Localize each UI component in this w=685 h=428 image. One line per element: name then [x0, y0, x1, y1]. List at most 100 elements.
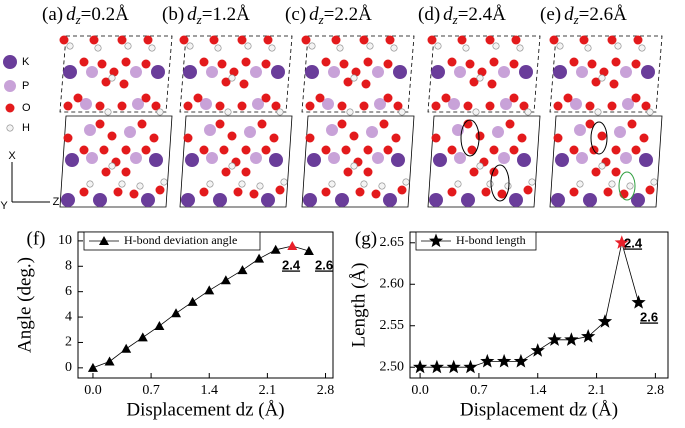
atom	[269, 133, 279, 143]
atom	[594, 108, 602, 116]
atom	[335, 193, 349, 207]
atom	[631, 59, 641, 69]
atom	[498, 152, 510, 164]
atom	[244, 42, 252, 50]
data-marker	[287, 240, 298, 250]
atom	[328, 66, 340, 78]
atom	[350, 74, 358, 82]
atom	[199, 57, 209, 67]
panel-letter: (e)	[540, 4, 561, 25]
atom	[343, 167, 353, 177]
atom	[6, 124, 14, 132]
atom	[307, 153, 321, 167]
atom	[215, 119, 225, 129]
x-tick-label: 2.1	[588, 383, 606, 398]
x-tick-label: 1.4	[529, 383, 547, 398]
atom	[492, 42, 500, 50]
atom	[193, 93, 203, 103]
atom	[627, 119, 637, 129]
atom	[614, 126, 626, 138]
x-tick-label: 0.7	[142, 383, 160, 398]
panel-label: (f)	[27, 228, 46, 249]
atom	[447, 145, 457, 155]
atom	[268, 44, 276, 52]
atom	[95, 101, 105, 111]
unit-cell	[59, 115, 173, 208]
atom	[241, 167, 251, 177]
atom	[321, 57, 331, 67]
atom	[321, 187, 331, 197]
atom	[263, 35, 273, 45]
atom	[66, 42, 74, 50]
atom	[337, 101, 347, 111]
atom	[363, 145, 373, 155]
y-tick-label: 0	[65, 360, 72, 375]
atom	[476, 162, 484, 170]
atom	[378, 182, 386, 190]
x-axis-title: Displacement dz (Å)	[126, 399, 284, 420]
dz-value: =2.2Å	[324, 4, 372, 25]
atom	[86, 180, 94, 188]
highlight-ring	[590, 121, 608, 155]
atom	[350, 162, 358, 170]
atom	[641, 101, 651, 111]
data-marker	[220, 275, 231, 285]
atom	[374, 98, 386, 110]
atom	[434, 42, 442, 50]
panel-title: (a) dz=0.2Å	[42, 4, 129, 27]
atom	[86, 152, 98, 164]
atom	[108, 74, 116, 82]
atom-legend-label: P	[22, 80, 29, 92]
atom	[301, 35, 311, 45]
atom	[109, 67, 119, 77]
atom	[465, 59, 475, 69]
atom	[204, 124, 216, 136]
unit-cell	[59, 35, 173, 113]
atom	[626, 182, 634, 190]
atom	[454, 180, 462, 188]
atom	[599, 67, 609, 77]
atom	[462, 44, 470, 52]
atom	[219, 145, 229, 155]
atom	[569, 145, 579, 155]
unit-cell	[179, 115, 293, 208]
atom	[366, 42, 374, 50]
data-marker	[597, 314, 613, 328]
atom	[591, 77, 601, 87]
atom	[650, 178, 658, 186]
highlight-ring	[460, 119, 480, 157]
atom	[509, 93, 519, 103]
atom	[257, 119, 267, 129]
atom	[523, 185, 533, 195]
unit-cell	[179, 35, 293, 113]
atom	[359, 35, 369, 45]
data-marker	[104, 356, 115, 366]
atom	[609, 79, 619, 89]
x-tick-label: 0.0	[84, 383, 102, 398]
y-tick-label: 4	[65, 309, 72, 324]
atom	[86, 66, 98, 78]
atom	[383, 145, 393, 155]
atom	[472, 108, 480, 116]
atom	[463, 101, 473, 111]
atom	[487, 79, 497, 89]
atom	[141, 93, 151, 103]
atom	[454, 66, 466, 78]
atom	[200, 98, 212, 110]
x-tick-label: 1.4	[200, 383, 218, 398]
atom	[551, 193, 565, 207]
atom	[467, 145, 477, 155]
dz-subscript: z	[196, 12, 202, 27]
atom	[569, 57, 579, 67]
atom	[574, 124, 586, 136]
y-tick-label: 6	[65, 284, 72, 299]
y-tick-label: 2.55	[380, 318, 405, 333]
atom	[591, 167, 601, 177]
atom	[250, 66, 262, 78]
atom	[179, 35, 189, 45]
atom	[113, 187, 123, 197]
atom	[315, 93, 325, 103]
atom	[156, 108, 164, 116]
dz-symbol: d	[443, 4, 453, 25]
x-tick-label: 2.8	[317, 383, 335, 398]
